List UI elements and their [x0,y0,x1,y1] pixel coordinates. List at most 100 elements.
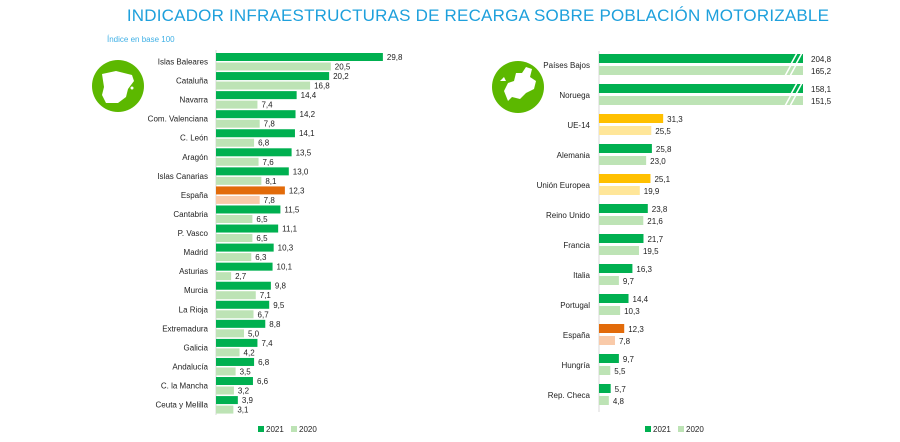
bar-2020 [599,306,621,315]
data-label: 6,6 [257,377,269,386]
category-label: Reino Unido [546,211,591,220]
data-label: 4,2 [244,348,256,357]
data-label: 25,1 [654,175,670,184]
category-label: P. Vasco [178,229,209,238]
bar-2020 [599,246,639,255]
data-label: 9,5 [273,301,285,310]
legend-swatch-2020 [291,426,297,432]
bar-2020 [216,119,260,128]
data-label: 9,7 [623,355,635,364]
legend: 2021 2020 [258,425,317,434]
bar-2021 [216,53,383,61]
bar-2020 [216,367,236,376]
bar-2021 [216,396,238,405]
bar-2020 [599,186,640,195]
category-label: Hungría [562,361,591,370]
bar-2020 [216,386,234,395]
data-label: 29,8 [387,53,403,62]
data-label: 6,8 [258,139,270,148]
legend-label: 2020 [299,425,317,434]
data-label: 20,2 [333,72,349,81]
category-label: La Rioja [179,305,209,314]
category-label: UE-14 [567,121,590,130]
bar-2021 [216,281,271,290]
bar-2021 [599,114,664,123]
data-label: 2,7 [235,272,247,281]
category-label: Noruega [559,91,590,100]
data-label: 7,8 [264,120,276,129]
data-label: 8,8 [269,320,281,329]
bar-2021 [216,377,253,386]
data-label: 14,1 [299,129,315,138]
category-label: Portugal [560,301,590,310]
data-label: 25,5 [655,127,671,136]
bar-2020 [599,156,647,165]
bar-2020 [216,157,259,166]
data-label: 11,5 [284,205,300,214]
spain-map-icon [92,60,144,112]
category-label: Murcia [184,286,209,295]
bar-2021 [216,300,270,309]
bar-2020 [216,234,253,243]
category-label: Navarra [180,96,209,105]
bar-2021 [599,264,633,273]
data-label: 7,8 [264,196,276,205]
data-label: 12,3 [289,186,305,195]
data-label: 5,0 [248,329,260,338]
bar-2020 [599,336,615,345]
europe-map-icon [492,61,544,113]
data-label: 16,8 [314,82,330,91]
bar-2020 [216,253,252,262]
data-label: 165,2 [811,67,832,76]
data-label: 21,6 [647,217,663,226]
data-label: 8,1 [265,177,277,186]
data-label: 151,5 [811,97,832,106]
bar-2020 [216,195,260,204]
data-label: 7,8 [619,337,631,346]
data-label: 10,3 [278,244,294,253]
bar-2021 [216,319,266,328]
data-label: 14,2 [300,110,316,119]
bar-2021 [216,148,292,157]
data-label: 20,5 [335,63,351,72]
data-label: 21,7 [647,235,663,244]
data-label: 11,1 [282,225,298,234]
data-label: 3,5 [240,367,252,376]
data-label: 12,3 [628,325,644,334]
axis-break-icon [790,52,803,65]
data-label: 13,5 [296,148,312,157]
legend-swatch-2021 [258,426,264,432]
legend-label: 2020 [686,425,704,434]
data-label: 13,0 [293,167,309,176]
bar-2021 [599,384,611,393]
bar-2021 [216,338,258,347]
data-label: 10,3 [624,307,640,316]
category-label: Asturias [179,267,208,276]
data-label: 6,5 [256,234,268,243]
data-label: 204,8 [811,55,832,64]
bar-2020 [216,329,244,338]
bar-2021 [599,294,629,303]
category-label: Madrid [184,248,208,257]
category-label: Alemania [557,151,591,160]
category-label: Aragón [182,153,208,162]
bar-2020 [599,126,652,135]
data-label: 7,6 [263,158,275,167]
chart-title: INDICADOR INFRAESTRUCTURAS DE RECARGA SO… [126,6,830,25]
bar-2020 [216,405,234,414]
data-label: 5,5 [614,367,626,376]
bar-2020 [216,176,262,185]
category-label: Cantabria [173,210,208,219]
bar-2020 [216,291,256,300]
bar-2020 [216,348,240,357]
uk-shape [500,77,506,81]
axis-break-icon [784,64,797,77]
bar-2021 [599,234,644,243]
data-label: 3,1 [237,406,249,415]
bar-2020 [599,276,619,285]
category-label: Países Bajos [543,61,590,70]
bar-2020 [599,396,609,405]
bar-2020 [599,66,803,75]
legend-label: 2021 [266,425,284,434]
data-label: 19,5 [643,247,659,256]
